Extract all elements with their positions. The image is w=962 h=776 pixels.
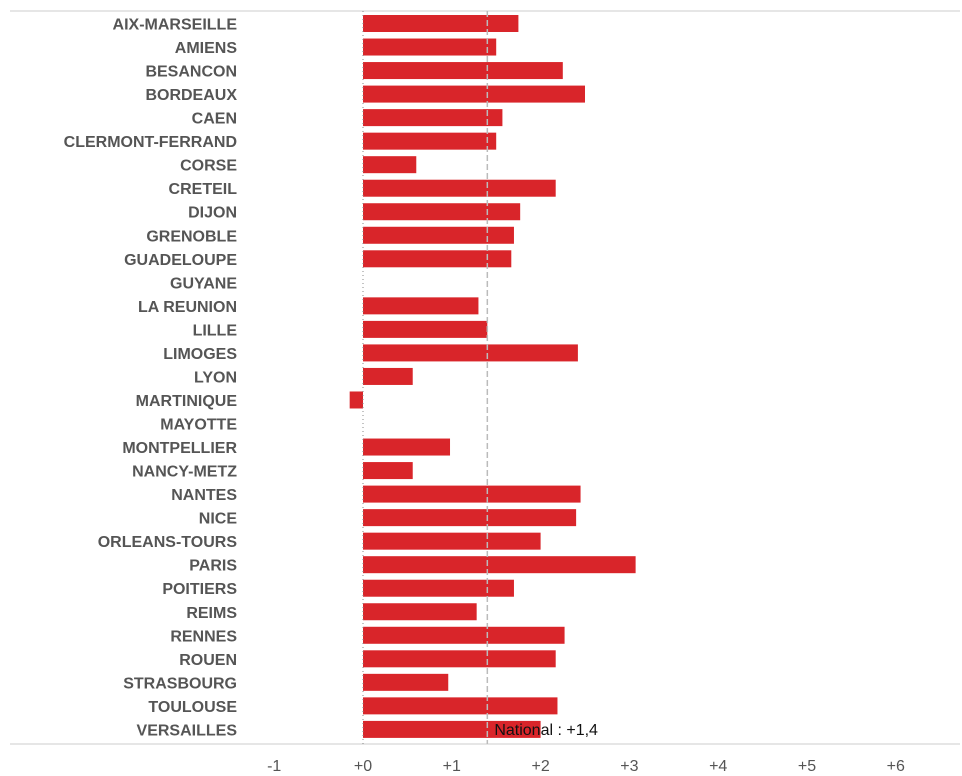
category-label-lille: LILLE xyxy=(193,322,238,339)
bar-paris[interactable] xyxy=(363,556,636,574)
category-label-guyane: GUYANE xyxy=(170,275,237,292)
category-label-strasbourg: STRASBOURG xyxy=(123,675,237,692)
bar-la-reunion[interactable] xyxy=(363,297,479,315)
category-label-besancon: BESANCON xyxy=(145,64,237,81)
x-tick-labels: -1 +0 +1 +2 +3 +4 +5 +6 xyxy=(267,758,905,775)
x-tick-label: +6 xyxy=(887,758,905,775)
category-label-grenoble: GRENOBLE xyxy=(146,228,237,245)
category-label-paris: PARIS xyxy=(189,558,237,575)
category-label-nantes: NANTES xyxy=(171,487,237,504)
bar-caen[interactable] xyxy=(363,109,503,127)
category-label-nice: NICE xyxy=(199,511,238,528)
bar-besancon[interactable] xyxy=(363,62,563,80)
category-label-guadeloupe: GUADELOUPE xyxy=(124,252,237,269)
category-label-reims: REIMS xyxy=(186,605,237,622)
bar-nice[interactable] xyxy=(363,509,577,527)
bar-creteil[interactable] xyxy=(363,179,556,197)
bar-amiens[interactable] xyxy=(363,38,497,56)
bar-corse[interactable] xyxy=(363,156,417,174)
national-reference-label: National : +1,4 xyxy=(494,722,598,739)
x-tick-label: +4 xyxy=(709,758,727,775)
bar-versailles[interactable] xyxy=(363,720,541,738)
x-tick-label: +1 xyxy=(443,758,461,775)
category-label-montpellier: MONTPELLIER xyxy=(122,440,237,457)
category-label-aix-marseille: AIX-MARSEILLE xyxy=(113,17,238,34)
category-label-clermont-ferrand: CLERMONT-FERRAND xyxy=(64,134,237,151)
category-label-rouen: ROUEN xyxy=(179,652,237,669)
bar-nantes[interactable] xyxy=(363,485,581,503)
bar-poitiers[interactable] xyxy=(363,579,514,597)
bar-grenoble[interactable] xyxy=(363,226,514,244)
bar-reims[interactable] xyxy=(363,603,477,621)
category-label-dijon: DIJON xyxy=(188,205,237,222)
bar-montpellier[interactable] xyxy=(363,438,451,456)
bar-dijon[interactable] xyxy=(363,203,521,221)
category-label-bordeaux: BORDEAUX xyxy=(145,87,237,104)
bar-clermont-ferrand[interactable] xyxy=(363,132,497,150)
bar-nancy-metz[interactable] xyxy=(363,462,413,480)
x-tick-label: +3 xyxy=(620,758,638,775)
bar-toulouse[interactable] xyxy=(363,697,558,715)
category-label-creteil: CRETEIL xyxy=(169,181,238,198)
category-label-limoges: LIMOGES xyxy=(163,346,237,363)
bar-martinique[interactable] xyxy=(349,391,363,409)
category-labels: AIX-MARSEILLE AMIENS BESANCON BORDEAUX CAEN C… xyxy=(64,17,238,740)
bar-limoges[interactable] xyxy=(363,344,578,362)
x-tick-label: +0 xyxy=(354,758,372,775)
bar-lyon[interactable] xyxy=(363,367,413,385)
x-tick-label: +5 xyxy=(798,758,816,775)
category-label-lyon: LYON xyxy=(194,369,237,386)
category-label-martinique: MARTINIQUE xyxy=(136,393,238,410)
category-label-mayotte: MAYOTTE xyxy=(160,417,237,434)
bar-aix-marseille[interactable] xyxy=(363,15,519,32)
x-tick-label: -1 xyxy=(267,758,281,775)
bar-rouen[interactable] xyxy=(363,650,556,668)
category-label-orleans-tours: ORLEANS-TOURS xyxy=(98,534,238,551)
category-label-la-reunion: LA REUNION xyxy=(138,299,237,316)
category-label-rennes: RENNES xyxy=(170,628,237,645)
x-tick-label: +2 xyxy=(531,758,549,775)
bars-group xyxy=(349,15,636,738)
bar-lille[interactable] xyxy=(363,320,488,338)
category-label-versailles: VERSAILLES xyxy=(137,722,238,739)
category-label-toulouse: TOULOUSE xyxy=(148,699,237,716)
bar-rennes[interactable] xyxy=(363,626,565,644)
bar-strasbourg[interactable] xyxy=(363,673,449,691)
category-label-caen: CAEN xyxy=(192,111,237,128)
bar-guadeloupe[interactable] xyxy=(363,250,512,268)
bar-orleans-tours[interactable] xyxy=(363,532,541,550)
category-label-amiens: AMIENS xyxy=(175,40,238,57)
category-label-poitiers: POITIERS xyxy=(162,581,237,598)
category-label-nancy-metz: NANCY-METZ xyxy=(132,464,237,481)
bar-bordeaux[interactable] xyxy=(363,85,585,103)
category-label-corse: CORSE xyxy=(180,158,237,175)
